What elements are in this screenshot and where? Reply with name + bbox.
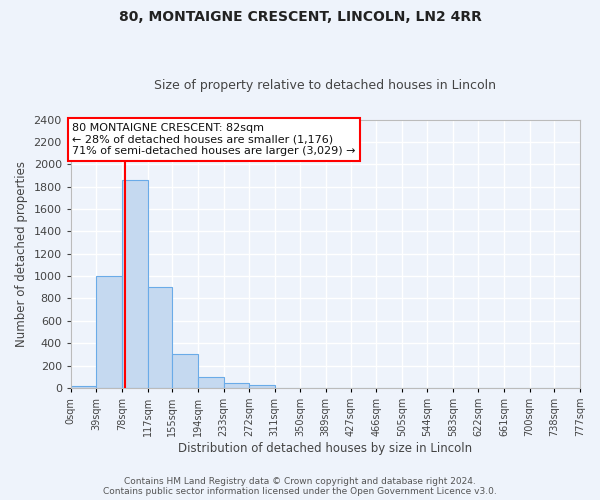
Text: Contains HM Land Registry data © Crown copyright and database right 2024.: Contains HM Land Registry data © Crown c… xyxy=(124,477,476,486)
Bar xyxy=(249,385,275,388)
Text: Contains public sector information licensed under the Open Government Licence v3: Contains public sector information licen… xyxy=(103,487,497,496)
Bar xyxy=(172,354,198,388)
Bar xyxy=(224,383,249,388)
Text: 80 MONTAIGNE CRESCENT: 82sqm
← 28% of detached houses are smaller (1,176)
71% of: 80 MONTAIGNE CRESCENT: 82sqm ← 28% of de… xyxy=(72,123,356,156)
Bar xyxy=(198,376,224,388)
Bar xyxy=(97,276,122,388)
Bar xyxy=(122,180,148,388)
X-axis label: Distribution of detached houses by size in Lincoln: Distribution of detached houses by size … xyxy=(178,442,472,455)
Title: Size of property relative to detached houses in Lincoln: Size of property relative to detached ho… xyxy=(154,79,496,92)
Bar xyxy=(148,288,172,388)
Text: 80, MONTAIGNE CRESCENT, LINCOLN, LN2 4RR: 80, MONTAIGNE CRESCENT, LINCOLN, LN2 4RR xyxy=(119,10,481,24)
Bar xyxy=(71,386,97,388)
Y-axis label: Number of detached properties: Number of detached properties xyxy=(15,160,28,346)
